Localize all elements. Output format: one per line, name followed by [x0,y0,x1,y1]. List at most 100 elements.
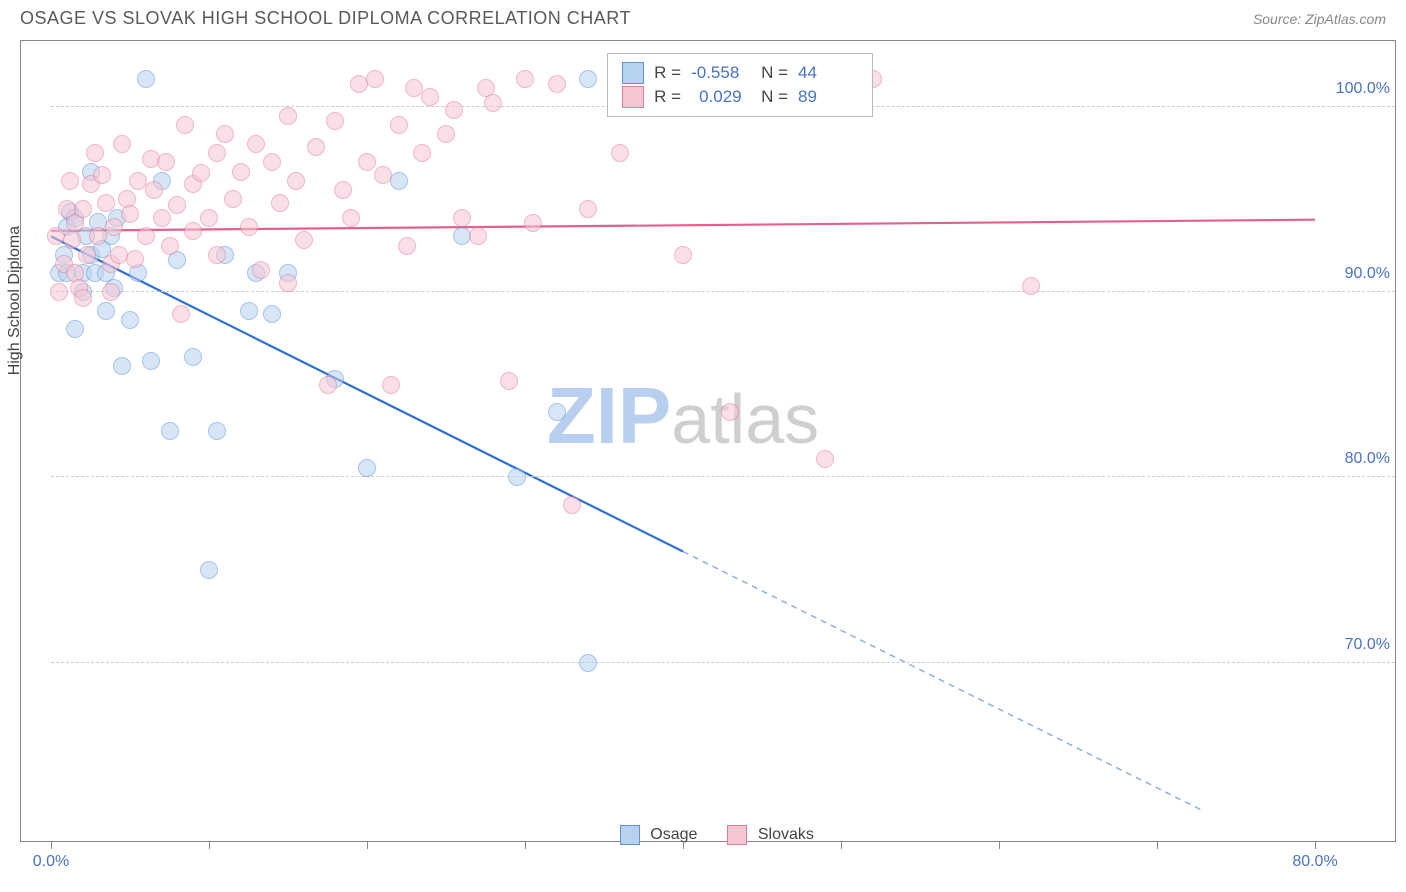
grid-line [51,476,1395,477]
grid-line [51,291,1395,292]
scatter-point [86,144,104,162]
scatter-point [579,654,597,672]
scatter-point [1022,277,1040,295]
scatter-point [263,153,281,171]
xtick [999,841,1000,849]
scatter-point [516,70,534,88]
stat-label-n: N = [761,87,788,107]
scatter-point [674,246,692,264]
stats-row-osage: R = -0.558 N = 44 [622,62,858,84]
watermark: ZIPatlas [547,370,819,462]
xtick [683,841,684,849]
scatter-point [579,200,597,218]
xtick [209,841,210,849]
scatter-point [97,302,115,320]
scatter-point [153,209,171,227]
watermark-part2: atlas [671,380,819,458]
scatter-point [500,372,518,390]
xtick [1315,841,1316,849]
scatter-point [271,194,289,212]
scatter-point [113,357,131,375]
scatter-point [398,237,416,255]
swatch-slovaks [622,86,644,108]
scatter-point [382,376,400,394]
scatter-point [208,246,226,264]
scatter-point [74,200,92,218]
xtick-label: 80.0% [1292,853,1337,871]
scatter-point [121,311,139,329]
swatch-slovaks-icon [727,825,747,845]
legend-item-slovaks: Slovaks [727,825,813,845]
scatter-point [78,246,96,264]
scatter-point [200,209,218,227]
scatter-point [105,218,123,236]
legend-label-slovaks: Slovaks [758,826,814,843]
scatter-point [142,352,160,370]
scatter-point [247,135,265,153]
stat-label-r: R = [654,87,681,107]
xtick [1157,841,1158,849]
scatter-point [263,305,281,323]
stat-label-n: N = [761,63,788,83]
swatch-osage [622,62,644,84]
scatter-point [413,144,431,162]
ytick-label: 90.0% [1345,265,1390,283]
stats-row-slovaks: R = 0.029 N = 89 [622,86,858,108]
scatter-point [97,194,115,212]
ytick-label: 80.0% [1345,450,1390,468]
scatter-point [208,144,226,162]
scatter-point [161,237,179,255]
scatter-point [168,196,186,214]
scatter-point [390,116,408,134]
xtick [525,841,526,849]
scatter-point [61,172,79,190]
scatter-point [279,274,297,292]
scatter-point [358,153,376,171]
scatter-point [232,163,250,181]
stat-r-slovaks: 0.029 [691,87,751,107]
scatter-point [172,305,190,323]
scatter-point [334,181,352,199]
scatter-point [121,205,139,223]
scatter-point [816,450,834,468]
scatter-point [137,70,155,88]
scatter-point [508,468,526,486]
chart-title: OSAGE VS SLOVAK HIGH SCHOOL DIPLOMA CORR… [20,8,631,29]
scatter-point [453,209,471,227]
scatter-point [240,302,258,320]
grid-line [51,662,1395,663]
scatter-point [469,227,487,245]
scatter-point [208,422,226,440]
scatter-point [102,283,120,301]
scatter-point [200,561,218,579]
legend-label-osage: Osage [650,826,697,843]
stat-n-slovaks: 89 [798,87,858,107]
ytick-label: 70.0% [1345,636,1390,654]
swatch-osage-icon [620,825,640,845]
scatter-point [342,209,360,227]
stat-r-osage: -0.558 [691,63,751,83]
stat-label-r: R = [654,63,681,83]
scatter-point [252,261,270,279]
scatter-point [287,172,305,190]
scatter-point [216,125,234,143]
scatter-point [326,112,344,130]
stats-legend: R = -0.558 N = 44 R = 0.029 N = 89 [607,53,873,117]
xtick [367,841,368,849]
scatter-point [563,496,581,514]
scatter-point [176,116,194,134]
scatter-point [548,75,566,93]
scatter-point [421,88,439,106]
scatter-point [66,320,84,338]
scatter-point [484,94,502,112]
ytick-label: 100.0% [1336,80,1390,98]
plot-area: ZIPatlas R = -0.558 N = 44 R = 0.029 N =… [51,51,1315,811]
y-axis-label: High School Diploma [6,226,24,375]
scatter-point [224,190,242,208]
scatter-point [126,250,144,268]
scatter-point [184,222,202,240]
xtick-label: 0.0% [33,853,69,871]
scatter-point [437,125,455,143]
scatter-point [358,459,376,477]
series-legend: Osage Slovaks [620,825,814,845]
